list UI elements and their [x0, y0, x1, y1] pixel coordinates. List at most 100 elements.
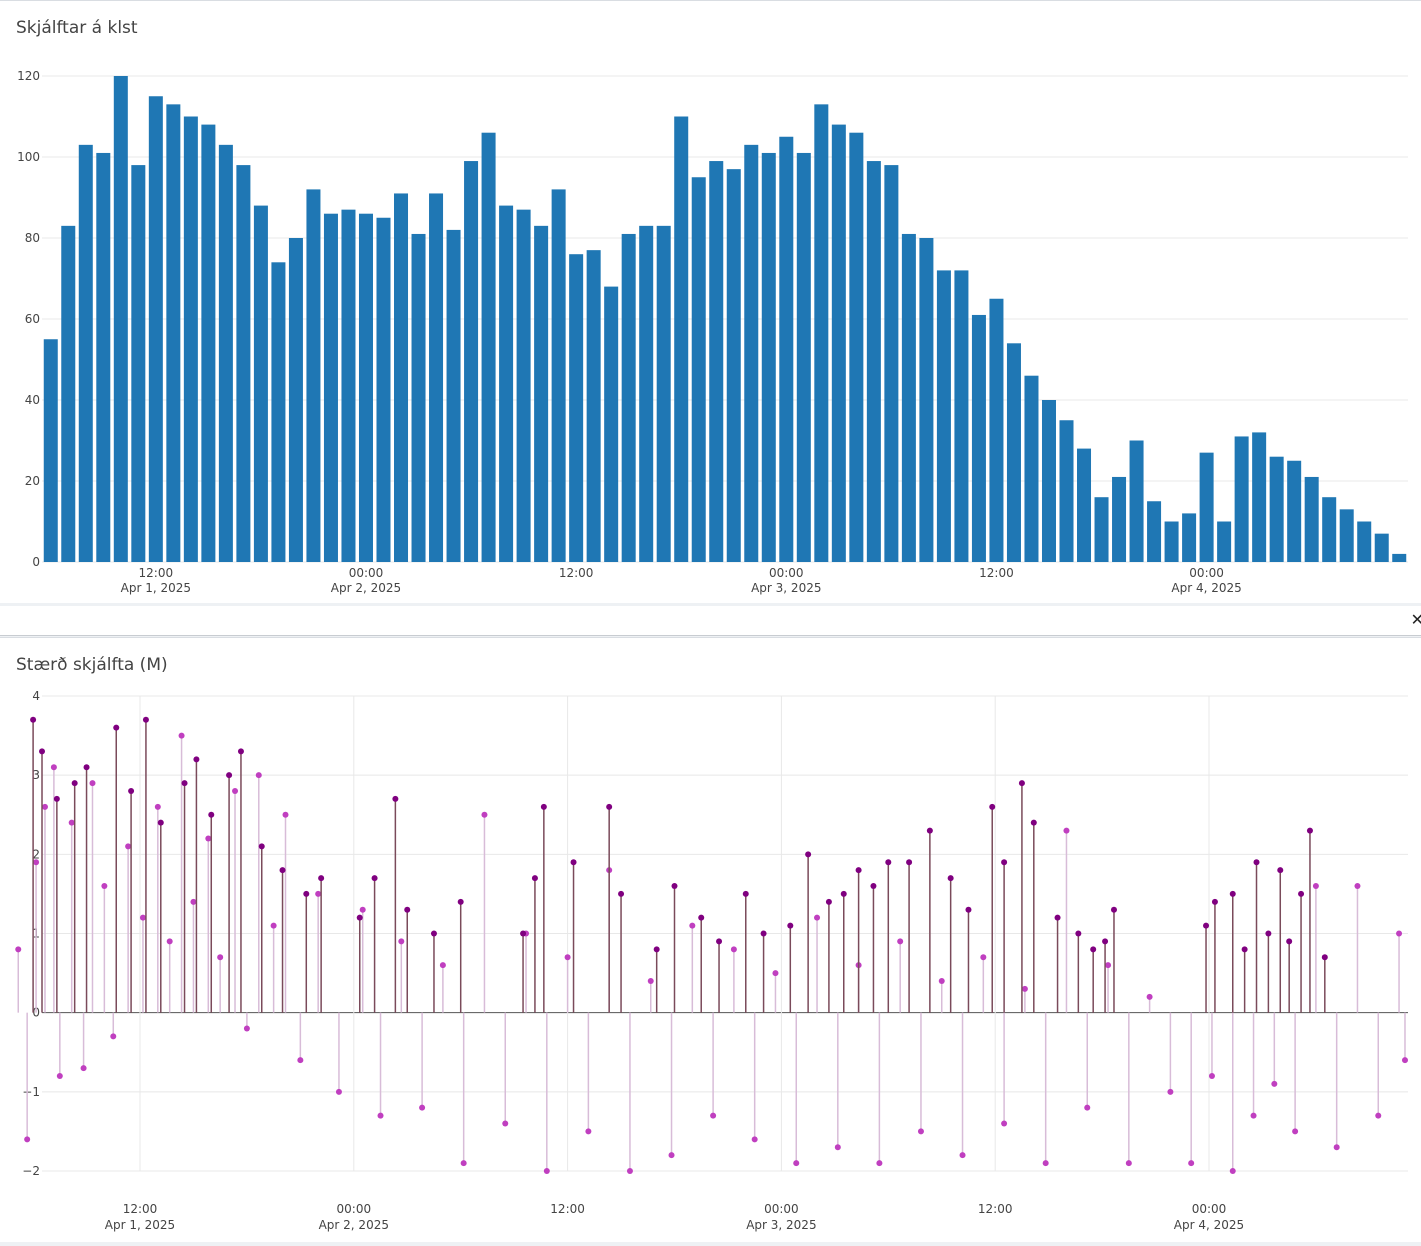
- chart2-point: [564, 954, 571, 961]
- chart1-y-tick: 60: [25, 312, 40, 326]
- chart2-point: [1354, 883, 1361, 889]
- chart1-bar: [1147, 501, 1162, 562]
- chart1-bar: [1357, 521, 1372, 562]
- chart2-point: [457, 898, 464, 905]
- chart2-point: [870, 883, 877, 889]
- close-icon[interactable]: ✕: [1410, 612, 1421, 629]
- chart1-bar: [446, 229, 461, 562]
- chart1-bar: [236, 165, 251, 562]
- chart2-point: [481, 811, 488, 818]
- chart1-bar: [411, 233, 426, 562]
- chart2-point: [113, 724, 120, 731]
- chart2-point: [430, 930, 437, 937]
- chart1-bar: [429, 193, 444, 562]
- chart2-point: [710, 1112, 717, 1119]
- chart1-bar: [306, 189, 321, 562]
- chart2-point: [897, 938, 904, 945]
- chart1-bar: [218, 144, 233, 562]
- chart2-point: [110, 1033, 117, 1040]
- chart1-x-tick: 00:00: [1189, 566, 1224, 580]
- chart1-x-tick: 12:00: [139, 566, 174, 580]
- chart2-point: [1396, 930, 1403, 937]
- chart2-y-tick: −2: [22, 1164, 40, 1178]
- chart2-point: [840, 890, 847, 897]
- chart1-bar: [394, 193, 409, 562]
- chart2-point: [760, 930, 767, 937]
- chart1-bar: [376, 217, 391, 562]
- chart1-x-tick: 00:00: [349, 566, 384, 580]
- chart1-bar: [551, 189, 566, 562]
- chart1-bar: [884, 165, 899, 562]
- chart2-point: [1084, 1104, 1091, 1111]
- chart2-point: [1054, 914, 1061, 921]
- chart1-bar: [866, 161, 881, 563]
- chart1-bar: [323, 213, 338, 562]
- chart2-point: [243, 1025, 250, 1032]
- chart2-point: [876, 1160, 883, 1167]
- chart1-bar: [148, 96, 163, 562]
- chart1-bar: [989, 298, 1004, 562]
- chart1-bar: [1041, 400, 1056, 562]
- chart2-point: [279, 867, 286, 874]
- chart2-point: [270, 922, 277, 929]
- chart2-point: [1271, 1080, 1278, 1087]
- chart1-bars: [43, 76, 1407, 563]
- chart1-y-tick: 100: [17, 150, 40, 164]
- chart1-bar: [464, 161, 479, 563]
- chart1-bar: [1322, 497, 1337, 562]
- chart2-point: [502, 1120, 509, 1127]
- chart2-point: [947, 875, 954, 882]
- chart2-point: [1203, 922, 1210, 929]
- chart2-point: [68, 819, 75, 826]
- chart2-point: [1110, 906, 1117, 913]
- chart2-point: [439, 962, 446, 969]
- chart2-point: [377, 1112, 384, 1119]
- chart2-point: [1018, 780, 1025, 787]
- chart1-bar: [1392, 553, 1407, 562]
- chart2-point: [166, 938, 173, 945]
- chart1-bar: [971, 314, 986, 562]
- chart1-bar: [481, 132, 496, 562]
- chart2-point: [258, 843, 265, 850]
- chart2-series-1: [30, 716, 1328, 1013]
- chart1-bar: [166, 104, 181, 562]
- chart1-bar: [744, 144, 759, 562]
- chart2-y-tick: 4: [32, 689, 40, 703]
- chart2-point: [787, 922, 794, 929]
- chart1-bar: [954, 270, 969, 562]
- chart2-point: [208, 811, 215, 818]
- chart2-point: [1167, 1088, 1174, 1095]
- chart2-point: [965, 906, 972, 913]
- chart2-point: [689, 922, 696, 929]
- chart2-point: [825, 898, 832, 905]
- chart1-bar: [1094, 497, 1109, 562]
- chart2-point: [540, 803, 547, 810]
- chart2-point: [1277, 867, 1284, 874]
- chart1-bar: [1182, 513, 1197, 562]
- chart1-title: Skjálftar á klst: [16, 18, 138, 38]
- chart2-point: [1241, 946, 1248, 953]
- chart1-bar: [113, 76, 128, 562]
- chart2-point: [33, 859, 40, 866]
- chart1-bar: [43, 339, 58, 562]
- chart2-point: [959, 1152, 966, 1159]
- chart1-bar: [341, 209, 356, 562]
- chart2-point: [834, 1144, 841, 1151]
- chart2-point: [237, 748, 244, 755]
- chart1-x-tick-date: Apr 4, 2025: [1171, 581, 1241, 595]
- chart2-point: [53, 795, 60, 802]
- chart1-bar: [691, 177, 706, 562]
- chart2-title: Stærð skjálfta (M): [16, 655, 168, 675]
- chart1-y-tick: 20: [25, 474, 40, 488]
- chart1-bar: [253, 205, 268, 562]
- chart2-point: [15, 946, 22, 953]
- chart2-point: [1125, 1160, 1132, 1167]
- chart2-point: [917, 1128, 924, 1135]
- chart2-point: [24, 1136, 31, 1143]
- chart2-point: [1211, 898, 1218, 905]
- chart1-bar: [1217, 521, 1232, 562]
- chart1-bar: [1129, 440, 1144, 562]
- chart1-bar: [621, 233, 636, 562]
- chart1-bar: [499, 205, 514, 562]
- chart2-point: [139, 914, 146, 921]
